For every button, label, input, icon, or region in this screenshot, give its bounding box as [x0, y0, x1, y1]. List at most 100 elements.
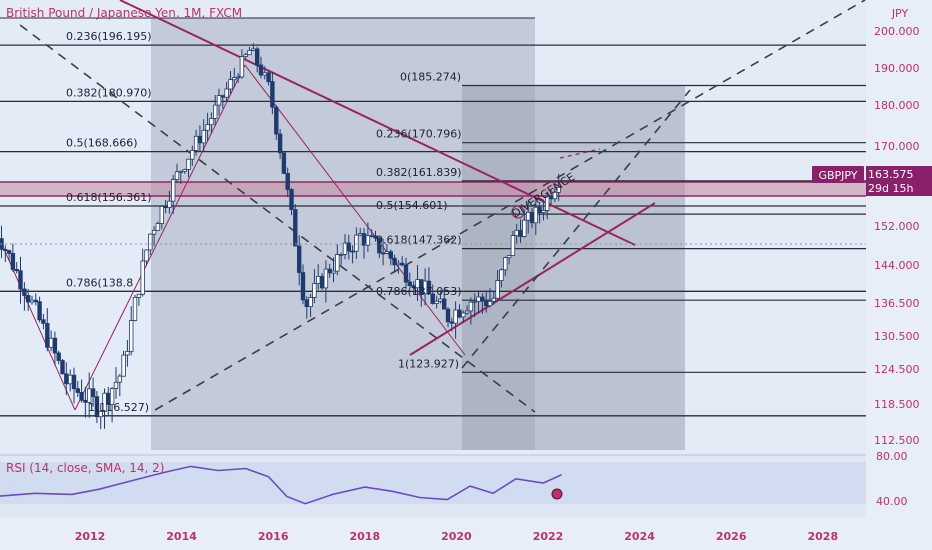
price-badge[interactable]: GBPJPY 163.575 29d 15h — [812, 166, 932, 196]
candle[interactable] — [212, 104, 218, 119]
candle[interactable] — [319, 275, 325, 289]
candle[interactable] — [529, 211, 535, 224]
candle[interactable] — [289, 189, 294, 210]
candle[interactable] — [510, 235, 516, 257]
candle[interactable] — [79, 392, 84, 401]
trend-line-ascending[interactable] — [409, 202, 656, 356]
candle[interactable] — [315, 275, 321, 284]
candle[interactable] — [136, 293, 142, 298]
candle[interactable] — [75, 388, 80, 393]
candle[interactable] — [472, 300, 477, 303]
candle[interactable] — [480, 296, 485, 302]
candle[interactable] — [41, 319, 46, 324]
channel-line-diag[interactable] — [19, 24, 536, 413]
candle[interactable] — [499, 269, 504, 281]
candle[interactable] — [434, 300, 439, 304]
candle[interactable] — [247, 50, 252, 56]
candle[interactable] — [205, 124, 210, 131]
candle[interactable] — [300, 272, 306, 301]
candle[interactable] — [514, 229, 519, 237]
candle[interactable] — [243, 54, 248, 58]
candle[interactable] — [430, 293, 435, 304]
candle[interactable] — [323, 268, 329, 289]
candle[interactable] — [384, 251, 390, 254]
candle[interactable] — [60, 360, 65, 375]
candle[interactable] — [151, 229, 157, 235]
candle[interactable] — [533, 206, 538, 224]
candle[interactable] — [193, 135, 199, 151]
candle[interactable] — [403, 264, 409, 283]
candle[interactable] — [461, 312, 466, 318]
candle[interactable] — [18, 270, 23, 290]
candle[interactable] — [121, 354, 126, 377]
candle[interactable] — [277, 133, 283, 154]
candle[interactable] — [392, 257, 397, 266]
candle[interactable] — [338, 253, 344, 256]
candle[interactable] — [37, 301, 42, 321]
candle[interactable] — [64, 373, 69, 385]
candle[interactable] — [399, 262, 405, 266]
candle[interactable] — [491, 297, 496, 302]
candle[interactable] — [304, 299, 309, 307]
zigzag-2[interactable] — [74, 64, 246, 411]
zigzag-3[interactable] — [244, 64, 466, 356]
candle[interactable] — [262, 72, 267, 76]
candle[interactable] — [14, 268, 19, 272]
candle[interactable] — [438, 298, 443, 302]
candle[interactable] — [251, 48, 256, 51]
candle[interactable] — [445, 308, 451, 323]
candle[interactable] — [132, 296, 138, 321]
candle[interactable] — [308, 296, 313, 307]
candle[interactable] — [56, 352, 61, 361]
candle[interactable] — [441, 298, 447, 310]
candle[interactable] — [148, 233, 153, 251]
candle[interactable] — [71, 374, 77, 390]
candle[interactable] — [373, 235, 378, 239]
candle[interactable] — [396, 262, 401, 266]
candle[interactable] — [220, 95, 225, 98]
candle[interactable] — [174, 171, 180, 181]
candle[interactable] — [361, 233, 367, 246]
rsi-alert-icon[interactable] — [551, 488, 563, 500]
candle[interactable] — [98, 410, 103, 418]
candle[interactable] — [503, 257, 508, 271]
candle[interactable] — [83, 399, 88, 403]
channel-line-lower[interactable] — [154, 0, 866, 411]
channel-line-right[interactable] — [461, 89, 691, 369]
candle[interactable] — [518, 229, 523, 237]
candle[interactable] — [506, 255, 512, 259]
candle[interactable] — [170, 179, 176, 202]
candle[interactable] — [22, 288, 27, 296]
candle[interactable] — [33, 299, 38, 303]
candle[interactable] — [163, 205, 168, 208]
candle[interactable] — [296, 245, 302, 273]
candle[interactable] — [155, 223, 161, 231]
candle[interactable] — [266, 72, 271, 83]
candle[interactable] — [464, 310, 470, 314]
rsi-line[interactable] — [0, 465, 563, 505]
candle[interactable] — [522, 219, 527, 237]
candle[interactable] — [125, 351, 130, 356]
candle[interactable] — [224, 88, 229, 98]
candle[interactable] — [29, 299, 35, 303]
time-axis[interactable]: 2012 2014 2016 2018 2020 2022 2024 2026 2028 — [75, 530, 838, 543]
candle[interactable] — [354, 234, 359, 252]
candle[interactable] — [457, 309, 462, 318]
candle[interactable] — [407, 281, 412, 287]
candle[interactable] — [254, 48, 260, 66]
candle[interactable] — [239, 56, 245, 78]
candle[interactable] — [426, 280, 432, 295]
candle[interactable] — [197, 135, 203, 144]
candle[interactable] — [281, 152, 287, 174]
candle[interactable] — [487, 300, 493, 307]
candle[interactable] — [331, 270, 336, 274]
candle[interactable] — [285, 172, 290, 190]
candle[interactable] — [335, 254, 340, 272]
candle[interactable] — [365, 235, 371, 246]
candle[interactable] — [52, 337, 58, 354]
candle[interactable] — [186, 158, 191, 170]
candle[interactable] — [476, 296, 481, 302]
candle[interactable] — [270, 81, 275, 108]
candle[interactable] — [380, 252, 386, 255]
candle[interactable] — [541, 210, 546, 213]
